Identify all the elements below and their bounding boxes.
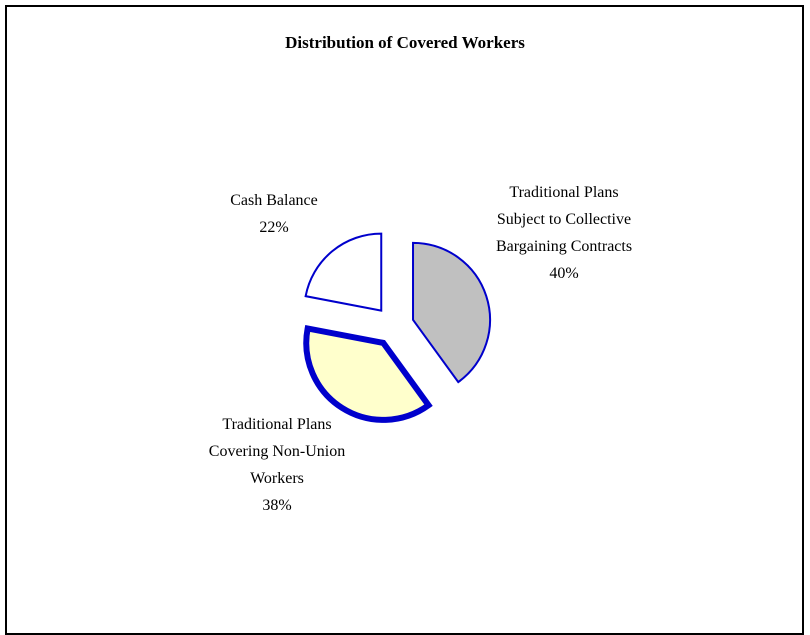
slice-label: Traditional Plans Covering Non-Union Wor… xyxy=(192,411,362,519)
chart xyxy=(303,232,492,423)
value-label: 38% xyxy=(262,497,292,514)
value-label: 22% xyxy=(259,219,289,236)
slice-label: Cash Balance 22% xyxy=(199,187,349,241)
pie-slice xyxy=(303,324,433,423)
chart-title: Distribution of Covered Workers xyxy=(285,33,525,52)
value-label: 40% xyxy=(549,265,579,282)
category-label: Cash Balance xyxy=(230,192,318,209)
category-label: Traditional Plans Subject to Collective … xyxy=(495,184,633,255)
pie-slice xyxy=(304,232,383,312)
page: Distribution of Covered Workers Traditio… xyxy=(5,5,804,635)
category-label: Traditional Plans Covering Non-Union Wor… xyxy=(208,416,346,487)
slice-label: Traditional Plans Subject to Collective … xyxy=(489,179,639,287)
pie-slice xyxy=(412,241,492,384)
